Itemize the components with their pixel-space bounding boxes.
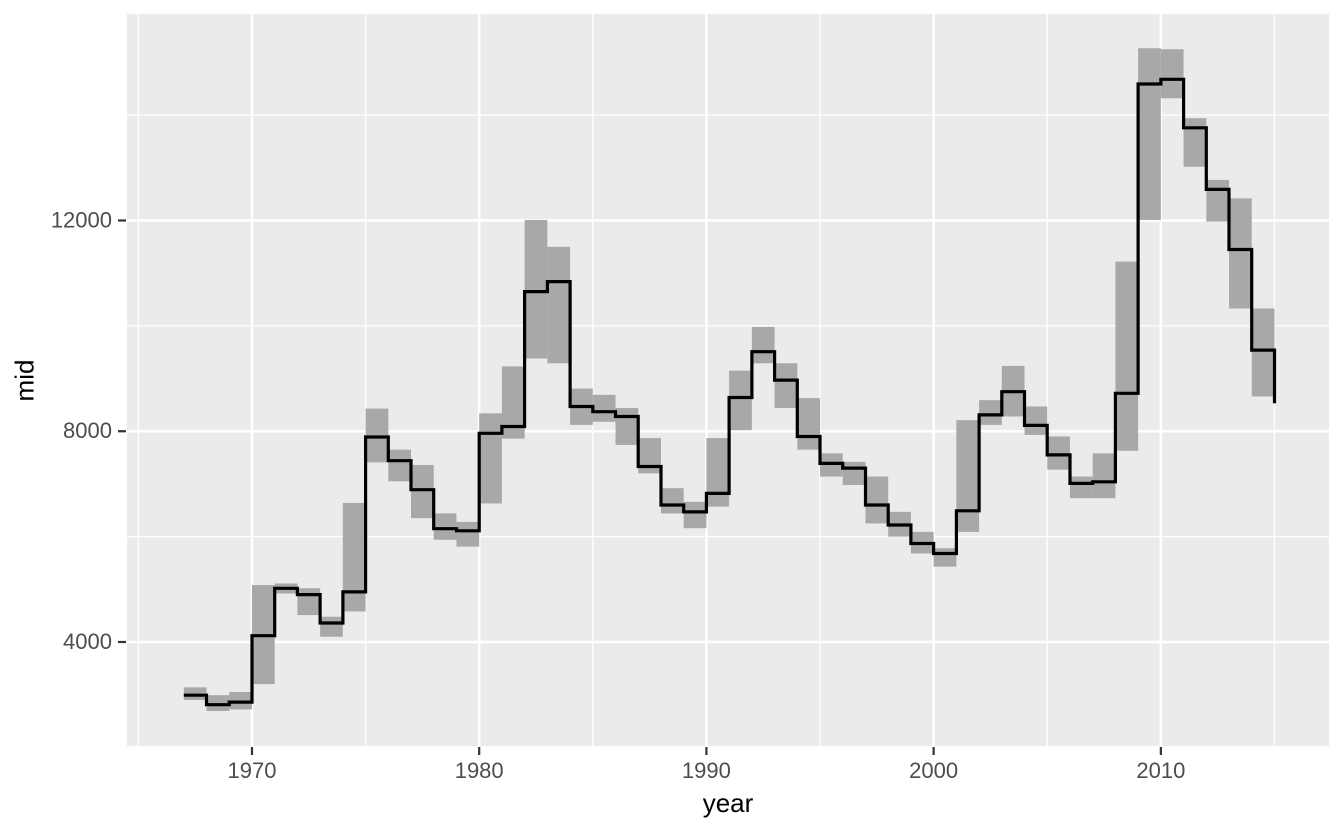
- ribbon-rect-1988: [660, 488, 684, 514]
- y-tick-label: 8000: [63, 418, 112, 443]
- x-tick-label: 1970: [227, 758, 276, 783]
- y-axis-title: mid: [9, 359, 40, 401]
- x-tick-label: 2010: [1136, 758, 1185, 783]
- ribbon-rect-1989: [683, 501, 707, 529]
- y-axis-title-wrap: mid: [8, 14, 42, 746]
- ribbon-rect-1976: [388, 449, 412, 482]
- ribbon-rect-1993: [774, 363, 798, 409]
- ribbon-rect-2011: [1183, 118, 1207, 167]
- ribbon-rect-2005: [1047, 436, 1070, 470]
- ribbon-rect-1972: [297, 588, 321, 616]
- ribbon-rect-1981: [501, 366, 525, 439]
- ribbon-rect-2014: [1251, 308, 1275, 397]
- y-tick-label: 12000: [51, 207, 112, 232]
- ribbon-rect-1991: [729, 370, 752, 431]
- ribbon-rect-2012: [1206, 179, 1230, 222]
- x-tick-label: 1980: [455, 758, 504, 783]
- y-tick-label: 4000: [63, 629, 112, 654]
- ribbon-rect-1979: [456, 521, 480, 547]
- x-tick-label: 2000: [909, 758, 958, 783]
- ribbon-rect-1983: [547, 246, 571, 364]
- ribbon-rect-1994: [797, 398, 821, 450]
- ribbon-rect-2007: [1092, 453, 1116, 499]
- ribbon-rect-1982: [524, 219, 548, 359]
- ribbon-rect-1997: [865, 476, 889, 524]
- ribbon-rect-1978: [433, 513, 457, 540]
- x-tick-label: 1990: [682, 758, 731, 783]
- ribbon-rect-2009: [1138, 48, 1161, 220]
- ribbon-rect-2002: [979, 400, 1002, 425]
- ribbon-rect-1980: [479, 413, 502, 504]
- x-axis-title: year: [702, 788, 754, 818]
- ribbon-rect-1996: [842, 461, 866, 485]
- ribbon-rect-1974: [342, 502, 366, 612]
- ribbon-rect-1990: [706, 438, 730, 507]
- mid-step-line: [183, 77, 1277, 707]
- ribbon-rect-1985: [592, 394, 616, 422]
- ribbon-rect-2004: [1024, 406, 1048, 435]
- ribbon-rect-1987: [638, 438, 661, 474]
- ribbon-rect-1973: [320, 616, 343, 637]
- ribbon-rect-1992: [751, 326, 775, 364]
- ribbon-rect-2000: [933, 548, 957, 567]
- ribbon-rect-2001: [956, 420, 980, 532]
- ribbon-rect-1977: [411, 464, 434, 519]
- ribbon-rect-2013: [1229, 198, 1252, 309]
- ribbon-rect-2006: [1069, 476, 1093, 499]
- ribbon-rect-2010: [1160, 49, 1184, 99]
- ribbon-rect-1986: [615, 408, 639, 445]
- ribbon-rect-2008: [1115, 261, 1139, 451]
